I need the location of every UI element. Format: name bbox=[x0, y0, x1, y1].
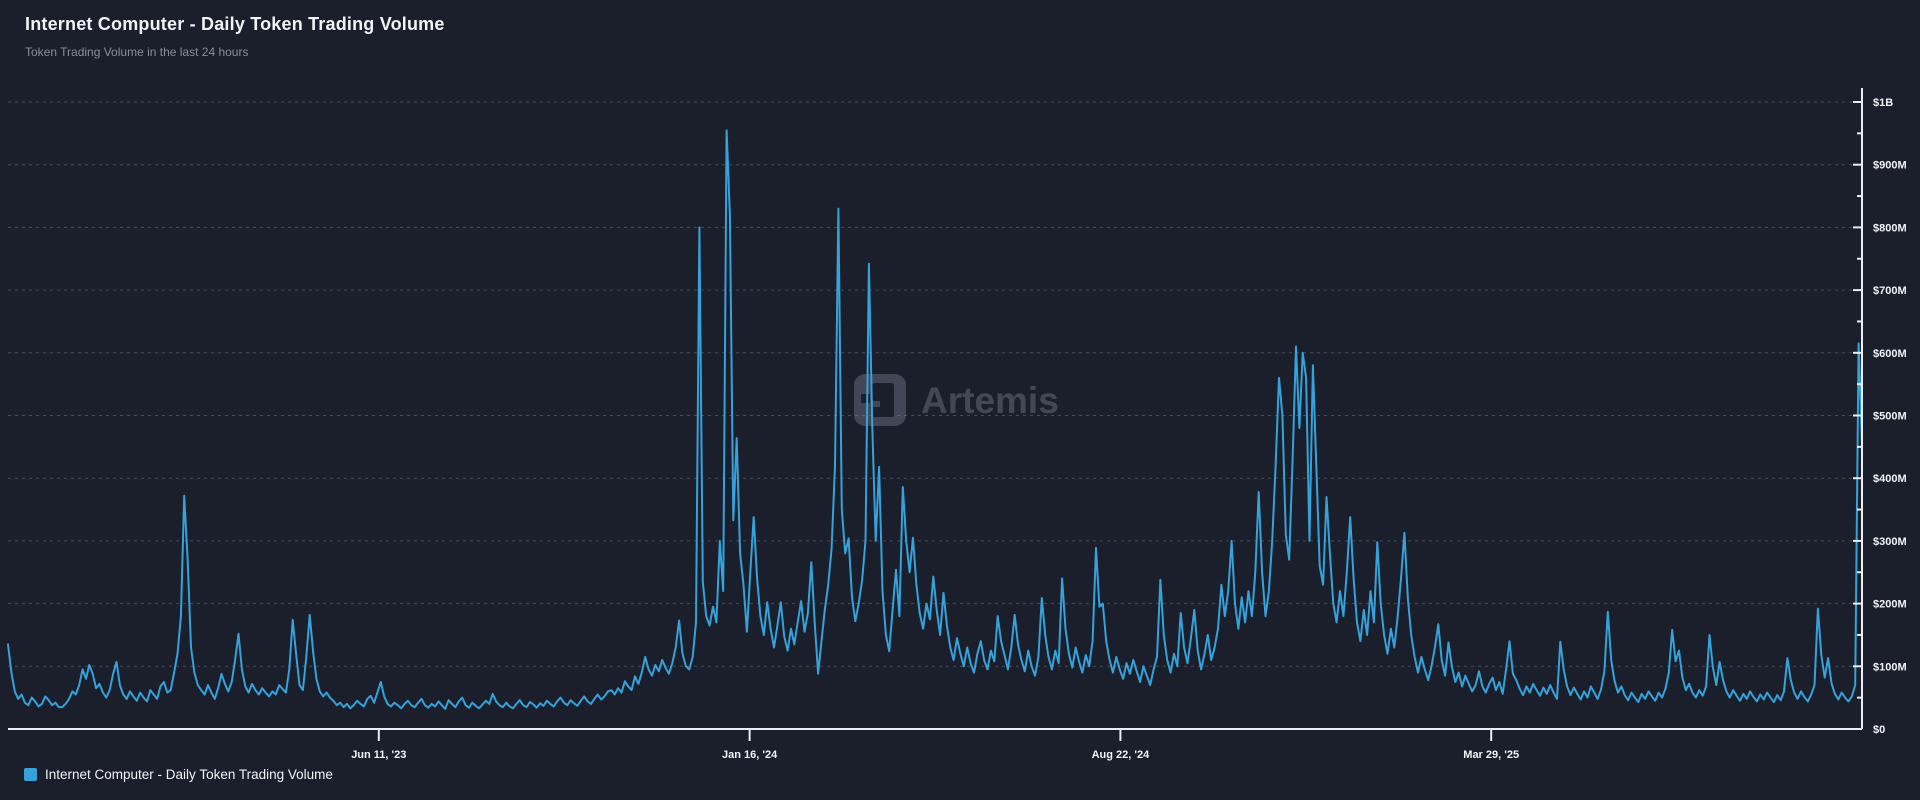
legend-item[interactable]: Internet Computer - Daily Token Trading … bbox=[24, 767, 333, 782]
y-tick-label: $100M bbox=[1873, 661, 1907, 673]
y-tick-label: $500M bbox=[1873, 411, 1907, 423]
y-tick-label: $900M bbox=[1873, 160, 1907, 172]
artemis-watermark-text: Artemis bbox=[921, 380, 1059, 421]
x-axis-labels: Jun 11, '23 Jan 16, '24 Aug 22, '24 Mar 29,… bbox=[351, 729, 1519, 761]
artemis-logo-glyph bbox=[861, 383, 894, 417]
legend-label: Internet Computer - Daily Token Trading … bbox=[45, 767, 333, 782]
axes bbox=[8, 88, 1863, 730]
page-subtitle: Token Trading Volume in the last 24 hour… bbox=[25, 45, 249, 59]
chart-header: Internet Computer - Daily Token Trading … bbox=[25, 14, 445, 59]
series-line bbox=[7, 129, 1863, 710]
y-tick-label: $700M bbox=[1873, 285, 1907, 297]
x-tick-label: Mar 29, '25 bbox=[1463, 749, 1519, 761]
y-tick-label: $1B bbox=[1873, 97, 1893, 109]
y-tick-label: $600M bbox=[1873, 348, 1907, 360]
legend-swatch-icon bbox=[24, 768, 37, 781]
y-tick-label: $800M bbox=[1873, 222, 1907, 234]
y-tick-label: $300M bbox=[1873, 536, 1907, 548]
artemis-watermark: Artemis bbox=[854, 374, 1059, 426]
page-title: Internet Computer - Daily Token Trading … bbox=[25, 14, 445, 34]
y-tick-label: $200M bbox=[1873, 599, 1907, 611]
gridlines bbox=[8, 101, 1862, 667]
x-tick-label: Aug 22, '24 bbox=[1092, 749, 1151, 761]
y-axis-labels: $0 $100M $200M $300M $400M $500M $600M $700M $80… bbox=[1853, 97, 1907, 736]
x-tick-label: Jun 11, '23 bbox=[351, 749, 406, 761]
x-tick-label: Jan 16, '24 bbox=[722, 749, 778, 761]
y-tick-label: $0 bbox=[1873, 724, 1885, 736]
y-tick-label: $400M bbox=[1873, 473, 1907, 485]
